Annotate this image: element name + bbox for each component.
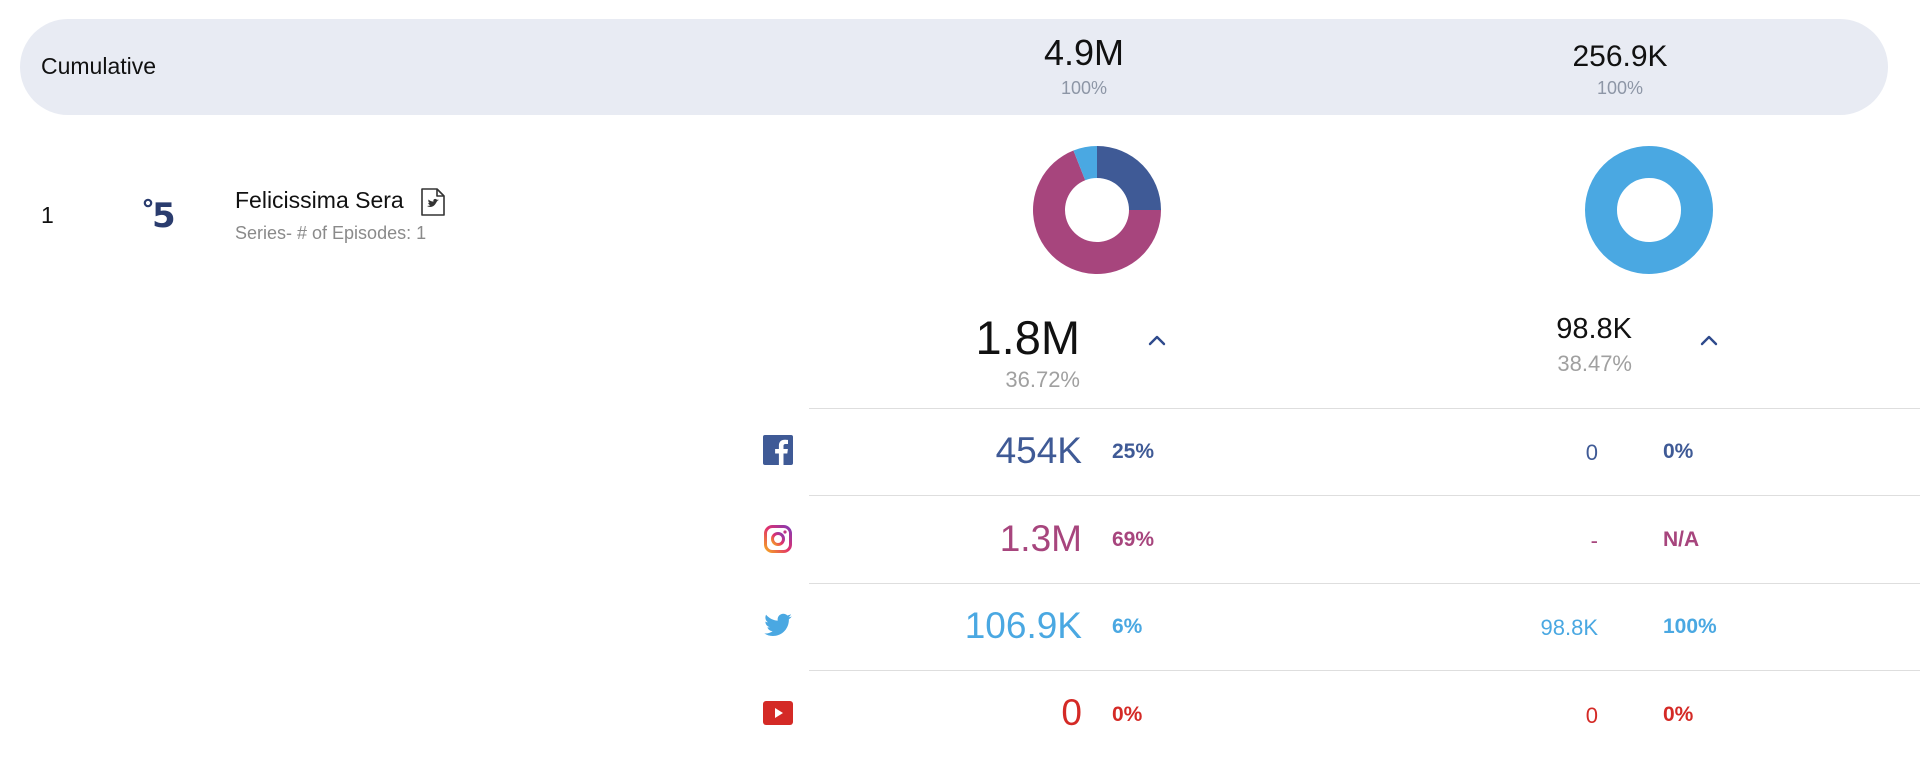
total-pct-col2: 38.47% bbox=[1557, 351, 1632, 376]
donut-slice-instagram bbox=[1033, 150, 1161, 274]
donut-slice-twitter bbox=[1585, 146, 1713, 274]
total-value-col2: 98.8K bbox=[1556, 313, 1632, 345]
youtube-pct-col1: 0% bbox=[1112, 703, 1143, 726]
total-value-col1: 1.8M bbox=[975, 311, 1081, 364]
twitter-document-icon[interactable] bbox=[419, 187, 447, 217]
donut-slice-facebook bbox=[1097, 146, 1161, 210]
facebook-value-col1: 454K bbox=[995, 430, 1082, 471]
cumulative-total-col2: 256.9K bbox=[1572, 40, 1668, 73]
cumulative-pct-col2: 100% bbox=[1596, 78, 1644, 98]
row-divider bbox=[809, 495, 1920, 496]
facebook-value-col2: 0 bbox=[1585, 440, 1598, 465]
instagram-pct-col1: 69% bbox=[1112, 528, 1155, 551]
channel-logo-text: 5 bbox=[152, 196, 176, 233]
donut-slice-twitter bbox=[1073, 146, 1097, 181]
twitter-pct-col2: 100% bbox=[1663, 615, 1717, 638]
rank-number: 1 bbox=[41, 202, 54, 228]
instagram-value-col1: 1.3M bbox=[999, 518, 1082, 559]
row-divider bbox=[809, 583, 1920, 584]
cumulative-total-col1: 4.9M bbox=[1043, 32, 1125, 73]
cumulative-label: Cumulative bbox=[41, 53, 157, 79]
instagram-pct-col2: N/A bbox=[1663, 528, 1700, 551]
youtube-pct-col2: 0% bbox=[1663, 703, 1694, 726]
donut-chart-col2 bbox=[1585, 146, 1713, 274]
twitter-pct-col1: 6% bbox=[1112, 615, 1143, 638]
donut-chart-col1 bbox=[1033, 146, 1161, 274]
cumulative-pct-col1: 100% bbox=[1060, 78, 1108, 98]
row-divider bbox=[809, 408, 1920, 409]
facebook-icon bbox=[763, 435, 793, 465]
show-subtitle: Series- # of Episodes: 1 bbox=[235, 223, 427, 243]
show-title[interactable]: Felicissima Sera bbox=[235, 187, 404, 213]
twitter-icon bbox=[763, 610, 793, 640]
instagram-value-col2: - bbox=[1590, 528, 1598, 553]
chevron-up-icon[interactable] bbox=[1146, 333, 1168, 347]
facebook-pct-col2: 0% bbox=[1663, 440, 1694, 463]
facebook-pct-col1: 25% bbox=[1112, 440, 1155, 463]
youtube-value-col1: 0 bbox=[1061, 692, 1082, 733]
row-divider bbox=[809, 670, 1920, 671]
total-pct-col1: 36.72% bbox=[1005, 367, 1080, 392]
cumulative-bar bbox=[20, 19, 1888, 115]
instagram-icon bbox=[763, 524, 793, 554]
youtube-icon bbox=[763, 698, 793, 728]
twitter-value-col2: 98.8K bbox=[1540, 615, 1599, 640]
twitter-value-col1: 106.9K bbox=[964, 605, 1082, 646]
youtube-value-col2: 0 bbox=[1585, 703, 1598, 728]
channel-logo: 5 bbox=[140, 193, 188, 236]
chevron-up-icon[interactable] bbox=[1698, 333, 1720, 347]
